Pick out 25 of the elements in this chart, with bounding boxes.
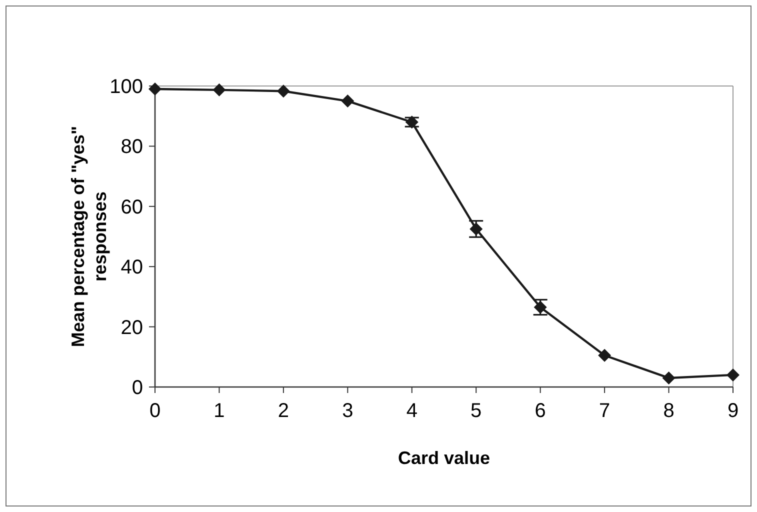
point: [598, 348, 612, 362]
x-tick-label: 4: [406, 400, 418, 422]
x-tick-label: 3: [342, 400, 354, 422]
point: [341, 94, 354, 108]
point: [148, 82, 162, 96]
x-tick-label: 9: [727, 400, 739, 422]
x-axis-title: Card value: [398, 448, 490, 468]
y-tick-label: 60: [120, 196, 143, 218]
point: [662, 371, 676, 384]
x-tick-label: 6: [534, 400, 546, 422]
y-tick-label: 80: [120, 136, 143, 158]
x-tick-label: 1: [214, 400, 225, 422]
point: [212, 83, 226, 96]
y-tick-label: 20: [120, 316, 143, 339]
x-tick-label: 5: [470, 400, 482, 422]
y-tick-label: 0: [132, 377, 143, 399]
x-tick-label: 2: [278, 400, 290, 422]
y-tick-label: 40: [120, 256, 143, 279]
x-tick-label: 8: [663, 400, 674, 422]
x-tick-label: 7: [598, 400, 610, 422]
y-axis-title: Mean percentage of "yes" responses: [68, 126, 110, 348]
point: [726, 368, 740, 382]
y-tick-label: 100: [110, 76, 143, 98]
x-tick-label: 0: [149, 400, 161, 422]
point: [276, 84, 290, 98]
